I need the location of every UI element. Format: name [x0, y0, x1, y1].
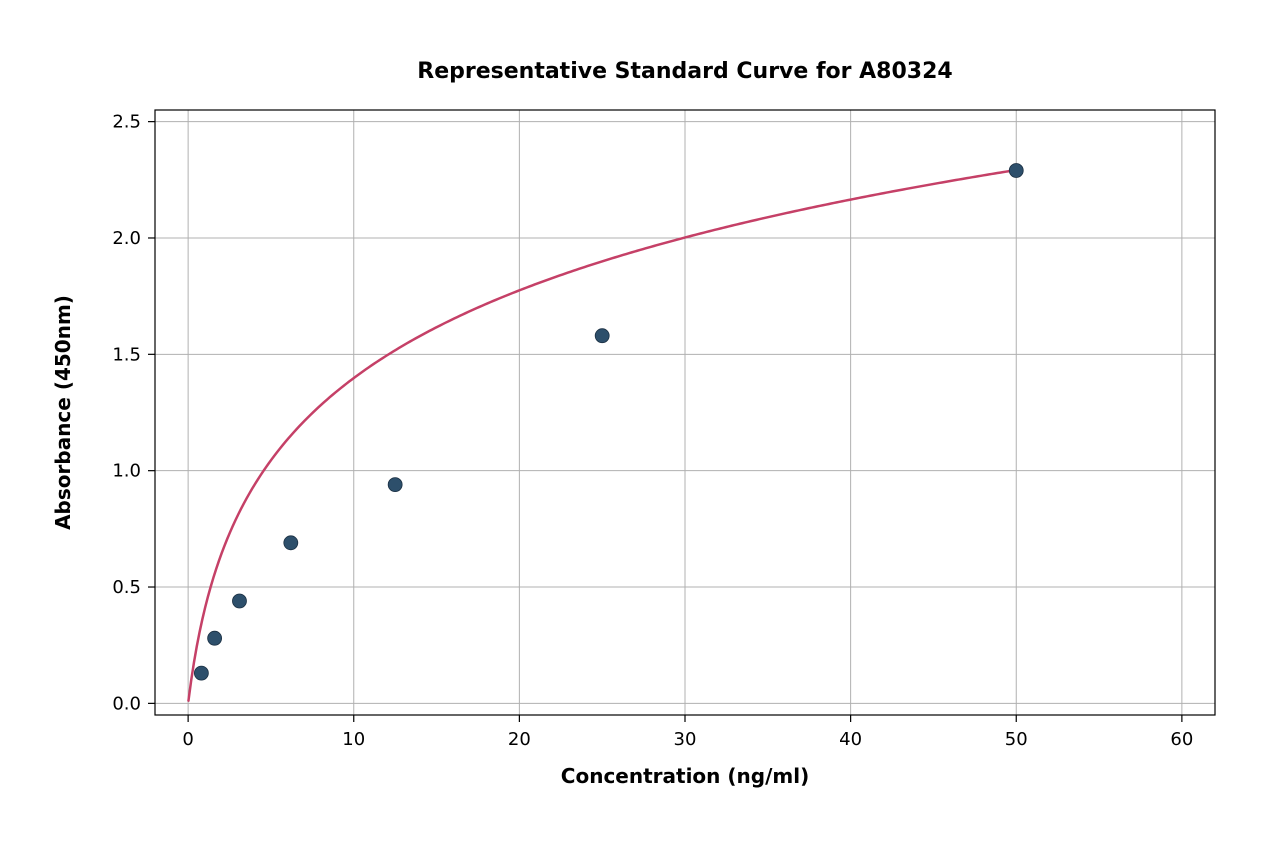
x-tick-label: 20 [508, 729, 531, 750]
y-tick-label: 2.5 [112, 112, 141, 133]
y-tick-label: 0.0 [112, 693, 141, 714]
data-point [194, 666, 208, 680]
x-tick-label: 60 [1170, 729, 1193, 750]
data-point [595, 329, 609, 343]
chart-title: Representative Standard Curve for A80324 [417, 59, 952, 84]
y-tick-label: 2.0 [112, 228, 141, 249]
x-tick-label: 0 [182, 729, 193, 750]
y-axis-label: Absorbance (450nm) [51, 295, 75, 530]
x-tick-label: 10 [342, 729, 365, 750]
y-tick-label: 1.0 [112, 461, 141, 482]
x-tick-label: 40 [839, 729, 862, 750]
y-tick-label: 1.5 [112, 344, 141, 365]
x-tick-label: 30 [674, 729, 697, 750]
data-point [208, 631, 222, 645]
x-tick-label: 50 [1005, 729, 1028, 750]
y-tick-label: 0.5 [112, 577, 141, 598]
chart-container: 0 10 20 30 40 50 60 0.0 0.5 1.0 1.5 2.0 2.5 Represent… [0, 0, 1280, 845]
data-point [388, 478, 402, 492]
chart-svg: 0 10 20 30 40 50 60 0.0 0.5 1.0 1.5 2.0 2.5 Represent… [0, 0, 1280, 845]
x-axis-label: Concentration (ng/ml) [561, 764, 809, 788]
data-point [1009, 164, 1023, 178]
data-point [232, 594, 246, 608]
data-point [284, 536, 298, 550]
